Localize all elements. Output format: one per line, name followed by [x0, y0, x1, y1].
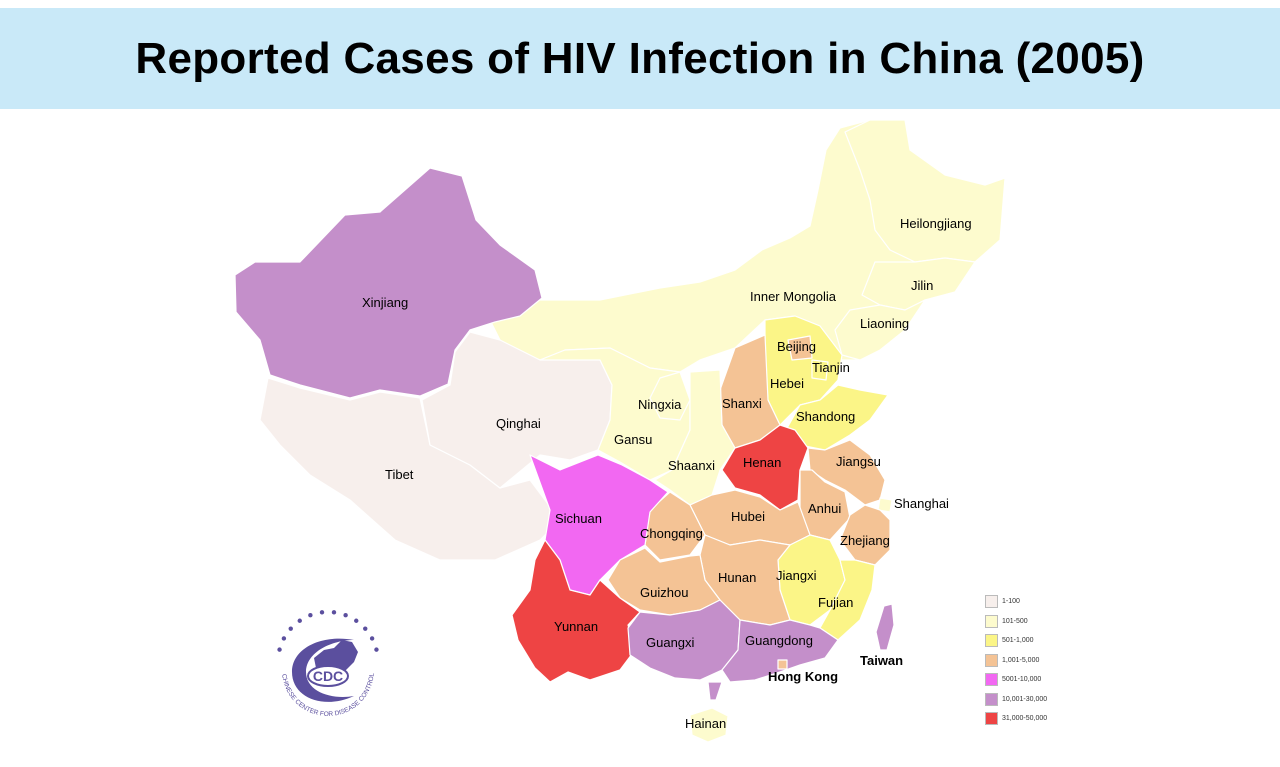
- label-hunan: Hunan: [718, 570, 756, 585]
- region-heilongjiang[interactable]: [844, 119, 1006, 263]
- region-yunnan[interactable]: [511, 539, 641, 683]
- label-tibet: Tibet: [385, 467, 414, 482]
- legend-swatch: [985, 634, 998, 648]
- label-sichuan: Sichuan: [555, 511, 602, 526]
- legend-label: 1,001-5,000: [1002, 656, 1040, 664]
- label-shaanxi: Shaanxi: [668, 458, 715, 473]
- label-shanxi: Shanxi: [722, 396, 762, 411]
- label-hong-kong: Hong Kong: [768, 669, 838, 684]
- logo-dot: [277, 647, 282, 652]
- page-title: Reported Cases of HIV Infection in China…: [135, 33, 1145, 83]
- region-ningxia[interactable]: [649, 371, 691, 421]
- label-qinghai: Qinghai: [496, 416, 541, 431]
- logo-dot: [369, 636, 375, 641]
- logo-dot: [363, 626, 368, 631]
- label-heilongjiang: Heilongjiang: [900, 216, 972, 231]
- label-shandong: Shandong: [796, 409, 855, 424]
- logo-dot: [374, 647, 379, 652]
- label-ningxia: Ningxia: [638, 397, 682, 412]
- region-liaoning[interactable]: [834, 299, 926, 361]
- label-jiangxi: Jiangxi: [776, 568, 817, 583]
- legend-item: 1,001-5,000: [985, 651, 1095, 671]
- label-zhejiang: Zhejiang: [840, 533, 890, 548]
- label-xinjiang: Xinjiang: [362, 295, 408, 310]
- legend-label: 31,000-50,000: [1002, 715, 1048, 723]
- logo-dot: [281, 636, 287, 641]
- region-chongqing[interactable]: [644, 491, 706, 561]
- label-henan: Henan: [743, 455, 781, 470]
- label-guangxi: Guangxi: [646, 635, 695, 650]
- legend-item: 31,000-50,000: [985, 709, 1095, 729]
- label-guizhou: Guizhou: [640, 585, 688, 600]
- legend-swatch: [985, 673, 998, 687]
- label-shanghai: Shanghai: [894, 496, 949, 511]
- region-xinjiang[interactable]: [234, 167, 543, 399]
- label-liaoning: Liaoning: [860, 316, 909, 331]
- legend-item: 5001-10,000: [985, 670, 1095, 690]
- region-henan[interactable]: [721, 424, 809, 511]
- label-taiwan: Taiwan: [860, 653, 903, 668]
- legend-label: 5001-10,000: [1002, 676, 1042, 684]
- label-hebei: Hebei: [770, 376, 804, 391]
- label-anhui: Anhui: [808, 501, 841, 516]
- label-fujian: Fujian: [818, 595, 853, 610]
- logo-dot: [297, 618, 302, 623]
- logo-dot: [343, 613, 348, 618]
- label-hainan: Hainan: [685, 716, 726, 731]
- map-legend: 1-100 101-500 501-1,000 1,001-5,000 5001-10,…: [985, 592, 1095, 729]
- legend-label: 1-100: [1002, 598, 1020, 606]
- legend-label: 501-1,000: [1002, 637, 1034, 645]
- region-shanghai[interactable]: [877, 497, 893, 513]
- label-chongqing: Chongqing: [640, 526, 703, 541]
- label-hubei: Hubei: [731, 509, 765, 524]
- logo-dot: [331, 610, 337, 615]
- label-yunnan: Yunnan: [554, 619, 598, 634]
- label-jiangsu: Jiangsu: [836, 454, 881, 469]
- legend-swatch: [985, 614, 998, 628]
- logo-dots: [277, 610, 379, 652]
- logo-badge: [307, 665, 349, 687]
- label-inner-mongolia: Inner Mongolia: [750, 289, 837, 304]
- legend-swatch: [985, 595, 998, 609]
- logo-dot: [319, 610, 325, 615]
- logo-swoosh: [292, 638, 354, 702]
- legend-item: 10,001-30,000: [985, 690, 1095, 710]
- legend-swatch: [985, 692, 998, 706]
- label-jilin: Jilin: [911, 278, 933, 293]
- region-guangdong[interactable]: [721, 619, 839, 683]
- legend-label: 10,001-30,000: [1002, 695, 1048, 703]
- region-zhejiang[interactable]: [839, 504, 891, 566]
- legend-label: 101-500: [1002, 617, 1028, 625]
- legend-item: 1-100: [985, 592, 1095, 612]
- label-beijing: Beijing: [777, 339, 816, 354]
- legend-swatch: [985, 653, 998, 667]
- cdc-logo: CHINESE CENTER FOR DISEASE CONTROL AND P…: [262, 600, 379, 718]
- logo-dot: [354, 618, 359, 623]
- title-banner: Reported Cases of HIV Infection in China…: [0, 8, 1280, 109]
- region-hong-kong[interactable]: [777, 659, 788, 670]
- label-tianjin: Tianjin: [812, 360, 850, 375]
- logo-text: CDC: [313, 668, 343, 684]
- label-gansu: Gansu: [614, 432, 652, 447]
- legend-swatch: [985, 712, 998, 726]
- legend-item: 501-1,000: [985, 631, 1095, 651]
- region-fujian[interactable]: [819, 559, 876, 641]
- region-hainan[interactable]: [689, 707, 729, 743]
- legend-item: 101-500: [985, 612, 1095, 632]
- logo-dot: [308, 613, 313, 618]
- region-beijing[interactable]: [787, 335, 813, 361]
- region-taiwan[interactable]: [875, 603, 895, 651]
- region-tianjin[interactable]: [811, 359, 829, 381]
- island-leizhou: [707, 681, 723, 701]
- logo-dot: [288, 626, 293, 631]
- label-guangdong: Guangdong: [745, 633, 813, 648]
- region-jilin[interactable]: [861, 257, 976, 311]
